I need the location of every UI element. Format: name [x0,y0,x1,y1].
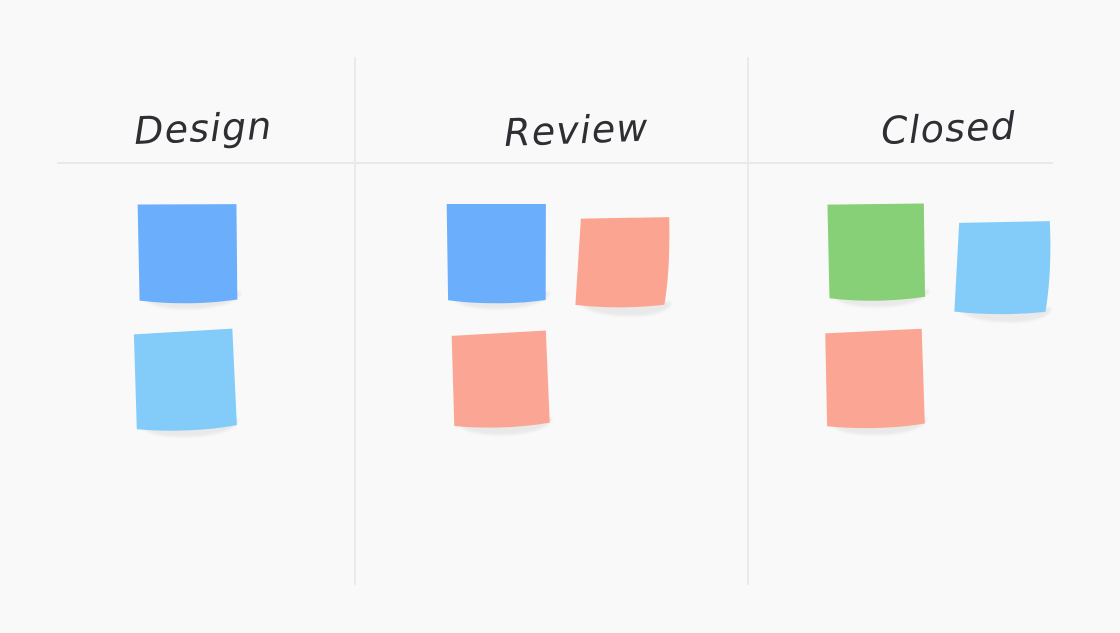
sticky-note[interactable] [827,201,930,309]
sticky-note[interactable] [575,213,672,319]
column-title-design: Design [133,103,274,153]
sticky-note[interactable] [954,218,1052,324]
sticky-note-paper [825,328,925,429]
board-column-design: Design [57,57,354,585]
column-header-review: Review [356,57,747,162]
sticky-note[interactable] [451,330,553,437]
column-cards-review [356,162,747,585]
column-cards-design [57,162,354,585]
sticky-note-paper [827,203,926,301]
sticky-note-paper [575,217,670,308]
column-divider-1 [354,57,356,585]
board-column-review: Review [356,57,747,585]
column-cards-closed [749,162,1053,585]
sticky-note[interactable] [825,328,928,437]
sticky-note[interactable] [133,328,239,439]
header-rule [57,162,1053,164]
column-divider-2 [747,57,749,585]
sticky-note[interactable] [137,201,242,311]
sticky-note-paper [446,203,546,304]
column-title-review: Review [503,105,650,155]
sticky-note-paper [133,328,237,431]
sticky-note-paper [954,221,1051,315]
column-title-closed: Closed [880,103,1017,153]
sticky-note[interactable] [446,201,551,310]
column-header-closed: Closed [749,57,1053,162]
column-header-design: Design [57,57,354,162]
sticky-note-paper [137,204,238,304]
board-column-closed: Closed [749,57,1053,585]
sticky-note-paper [451,330,550,428]
